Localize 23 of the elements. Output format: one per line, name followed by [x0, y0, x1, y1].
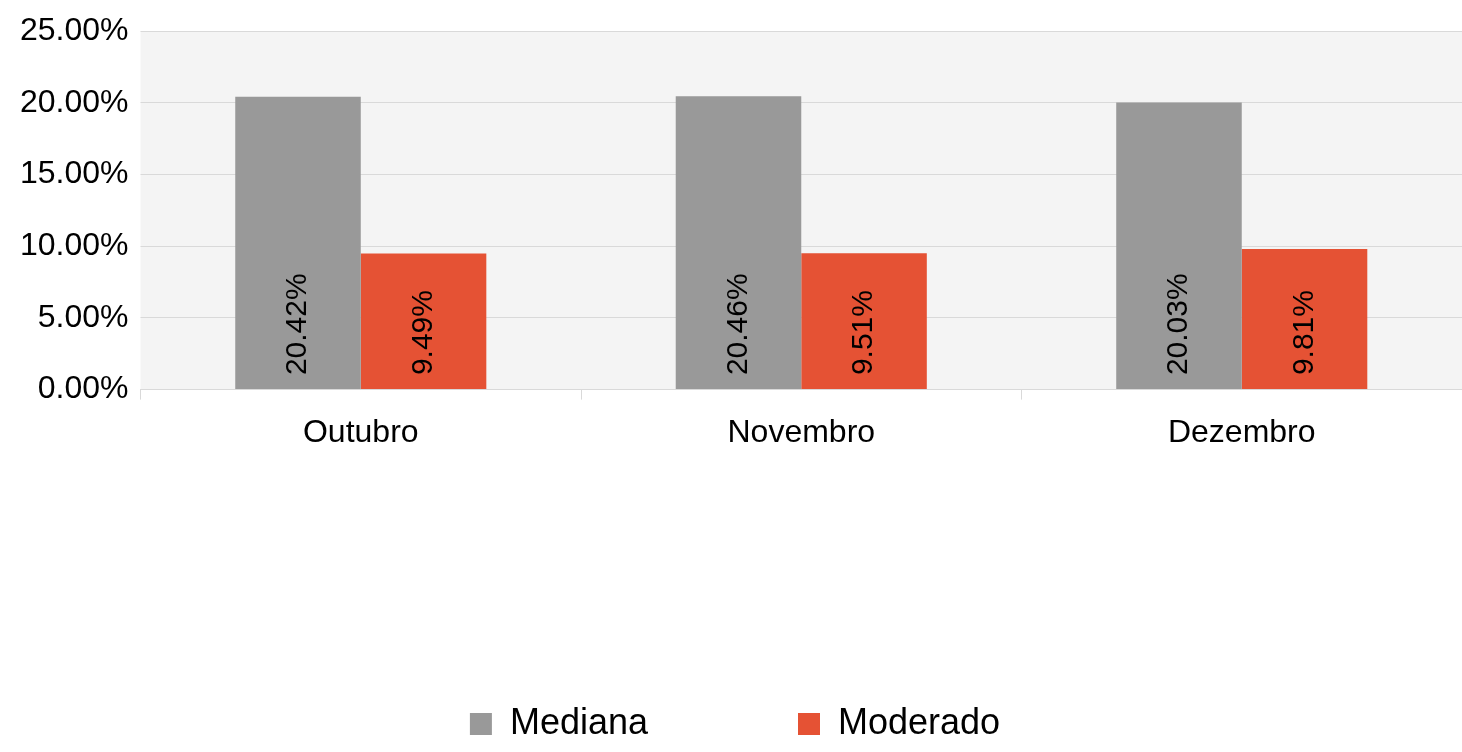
bar [675, 96, 802, 390]
x-tick-label: Dezembro [1167, 412, 1316, 449]
text: 20.46% [719, 273, 753, 376]
bar [1116, 102, 1242, 390]
x-tick-label: Outubro [302, 412, 419, 449]
text: 9.49% [404, 290, 438, 376]
y-tick-label: 5.00% [37, 297, 129, 334]
y-tick-label: 20.00% [20, 82, 129, 119]
y-tick-label: 15.00% [20, 154, 129, 191]
legend-label: Moderado [837, 700, 1001, 742]
y-tick-label: 0.00% [37, 369, 129, 406]
bar [1241, 248, 1368, 390]
text: 20.03% [1160, 273, 1194, 376]
y-tick-label: 25.00% [20, 11, 129, 48]
bar [235, 96, 361, 390]
y-tick-label: 10.00% [20, 226, 129, 263]
bar [801, 253, 927, 390]
text: 20.42% [279, 273, 313, 376]
text: 9.81% [1285, 290, 1319, 376]
x-tick-label: Novembro [727, 412, 876, 449]
bar [360, 253, 487, 390]
text: 9.51% [845, 290, 879, 376]
legend-label: Mediana [509, 700, 649, 742]
